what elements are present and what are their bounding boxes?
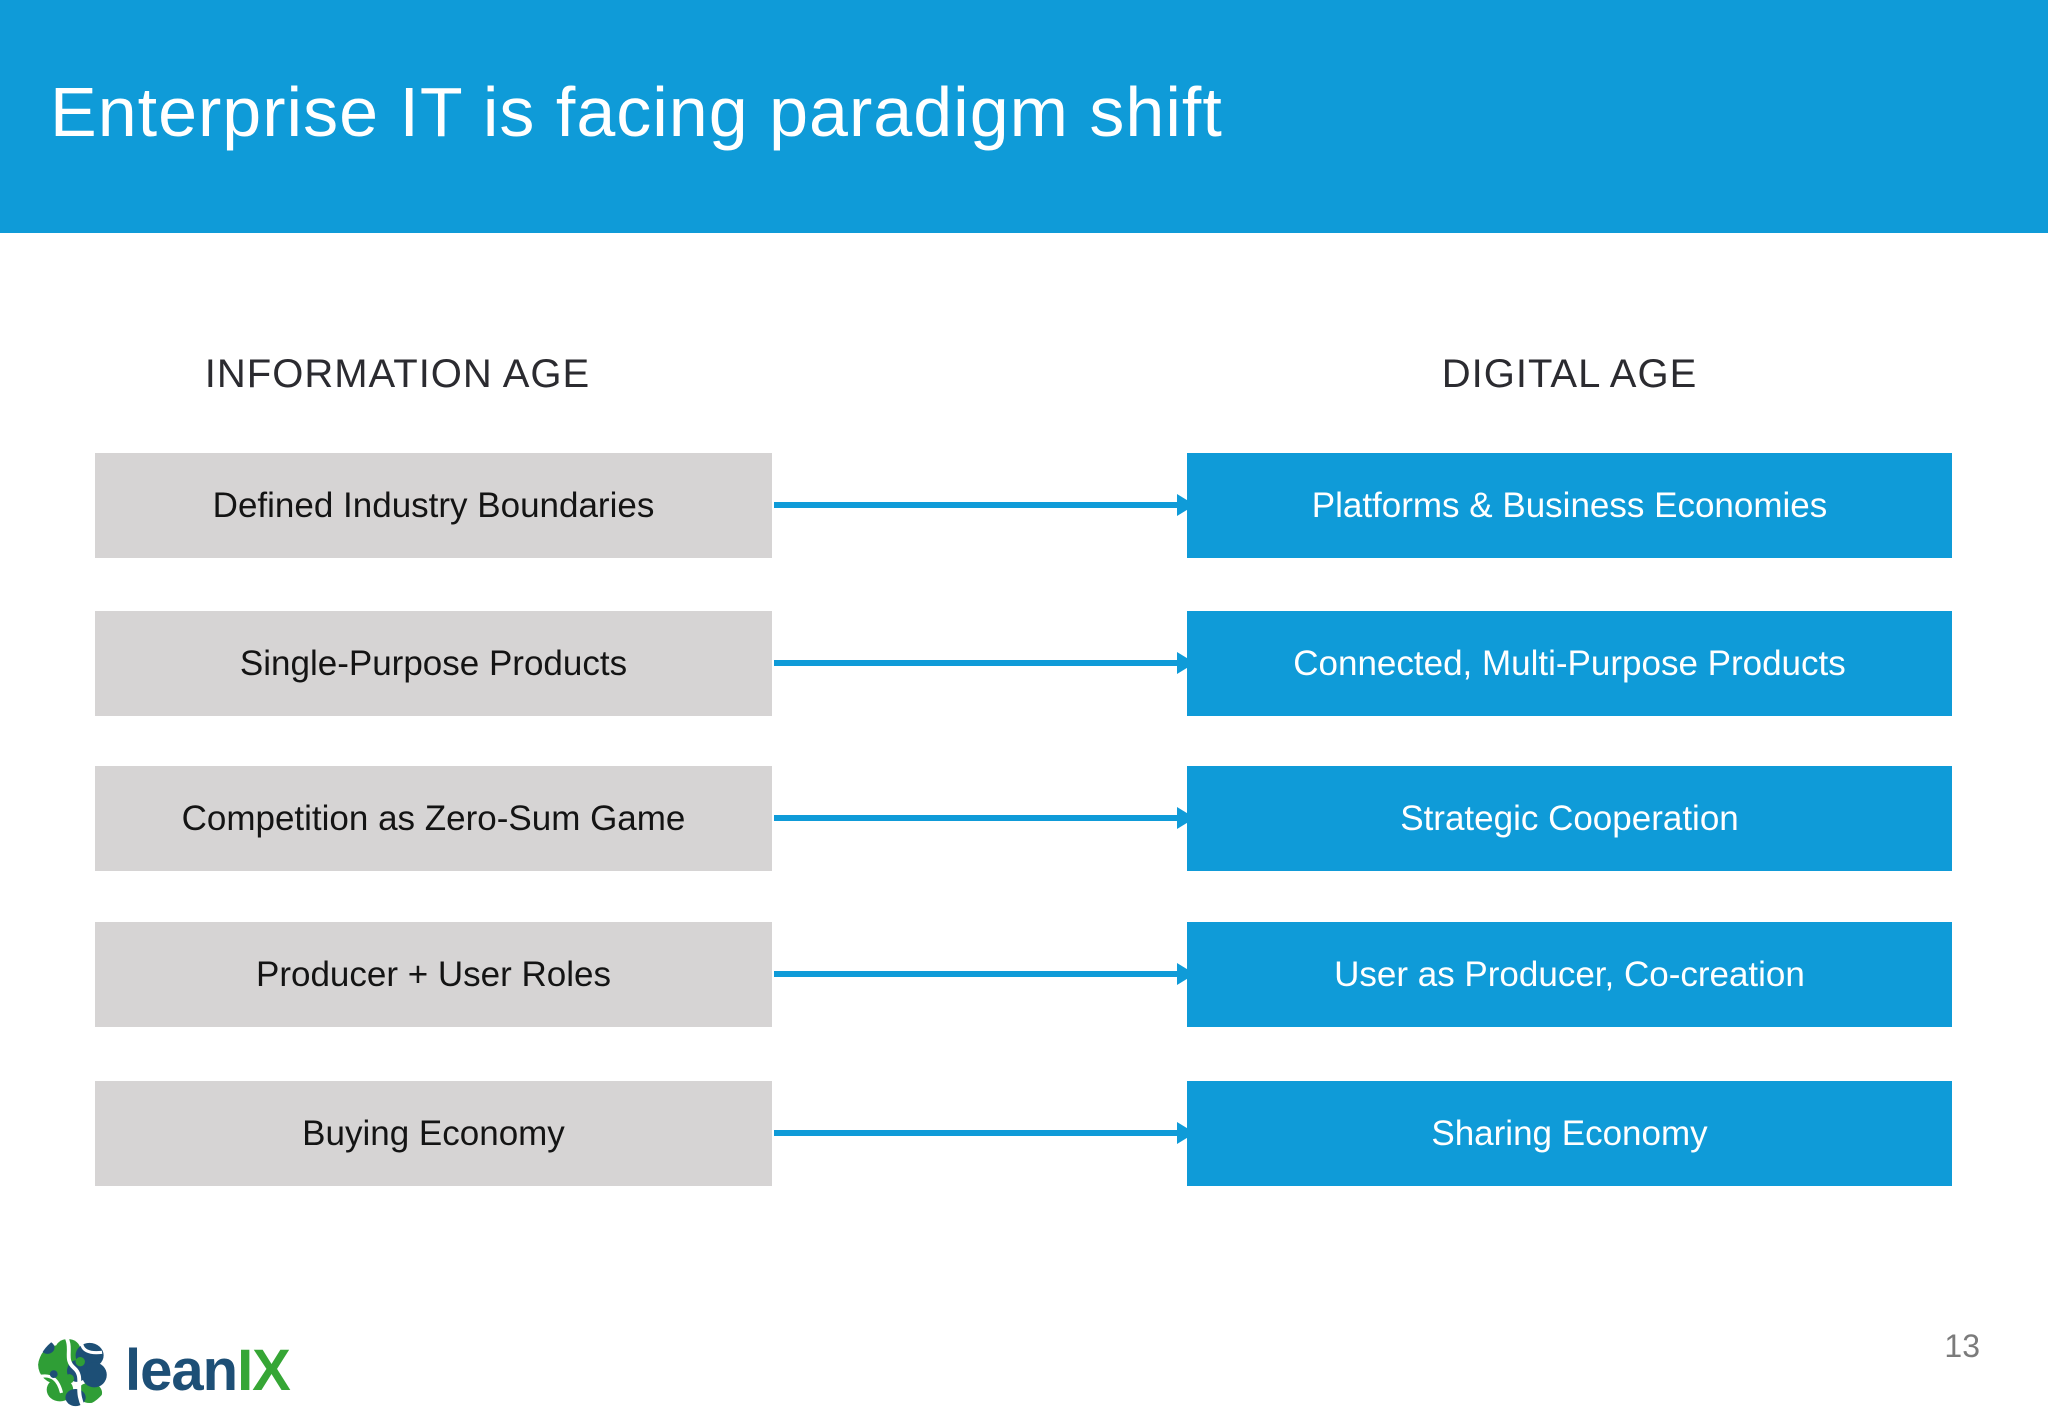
arrow-right-2 — [774, 652, 1195, 674]
arrow-right-1 — [774, 494, 1195, 516]
digital-age-box-1: Platforms & Business Economies — [1187, 453, 1952, 558]
column-header-information-age: INFORMATION AGE — [204, 352, 591, 396]
info-age-box-4: Producer + User Roles — [95, 922, 772, 1027]
arrow-right-3 — [774, 807, 1195, 829]
info-age-box-3: Competition as Zero-Sum Game — [95, 766, 772, 871]
leanix-wordmark: lean IX — [125, 1338, 291, 1403]
info-age-box-5: Buying Economy — [95, 1081, 772, 1186]
page-number: 13 — [1944, 1328, 1980, 1364]
leanix-globe-icon — [37, 1334, 111, 1408]
digital-age-box-2: Connected, Multi-Purpose Products — [1187, 611, 1952, 716]
arrow-right-4 — [774, 963, 1195, 985]
column-header-digital-age: DIGITAL AGE — [1441, 352, 1698, 396]
slide-title: Enterprise IT is facing paradigm shift — [50, 73, 1223, 151]
leanix-logo: lean IX — [35, 1332, 291, 1410]
slide-header-band: Enterprise IT is facing paradigm shift — [0, 0, 2048, 233]
logo-text-lean: lean — [125, 1338, 238, 1403]
logo-text-ix: IX — [237, 1338, 291, 1403]
info-age-box-1: Defined Industry Boundaries — [95, 453, 772, 558]
info-age-box-2: Single-Purpose Products — [95, 611, 772, 716]
digital-age-box-4: User as Producer, Co-creation — [1187, 922, 1952, 1027]
digital-age-box-3: Strategic Cooperation — [1187, 766, 1952, 871]
digital-age-box-5: Sharing Economy — [1187, 1081, 1952, 1186]
arrow-right-5 — [774, 1122, 1195, 1144]
